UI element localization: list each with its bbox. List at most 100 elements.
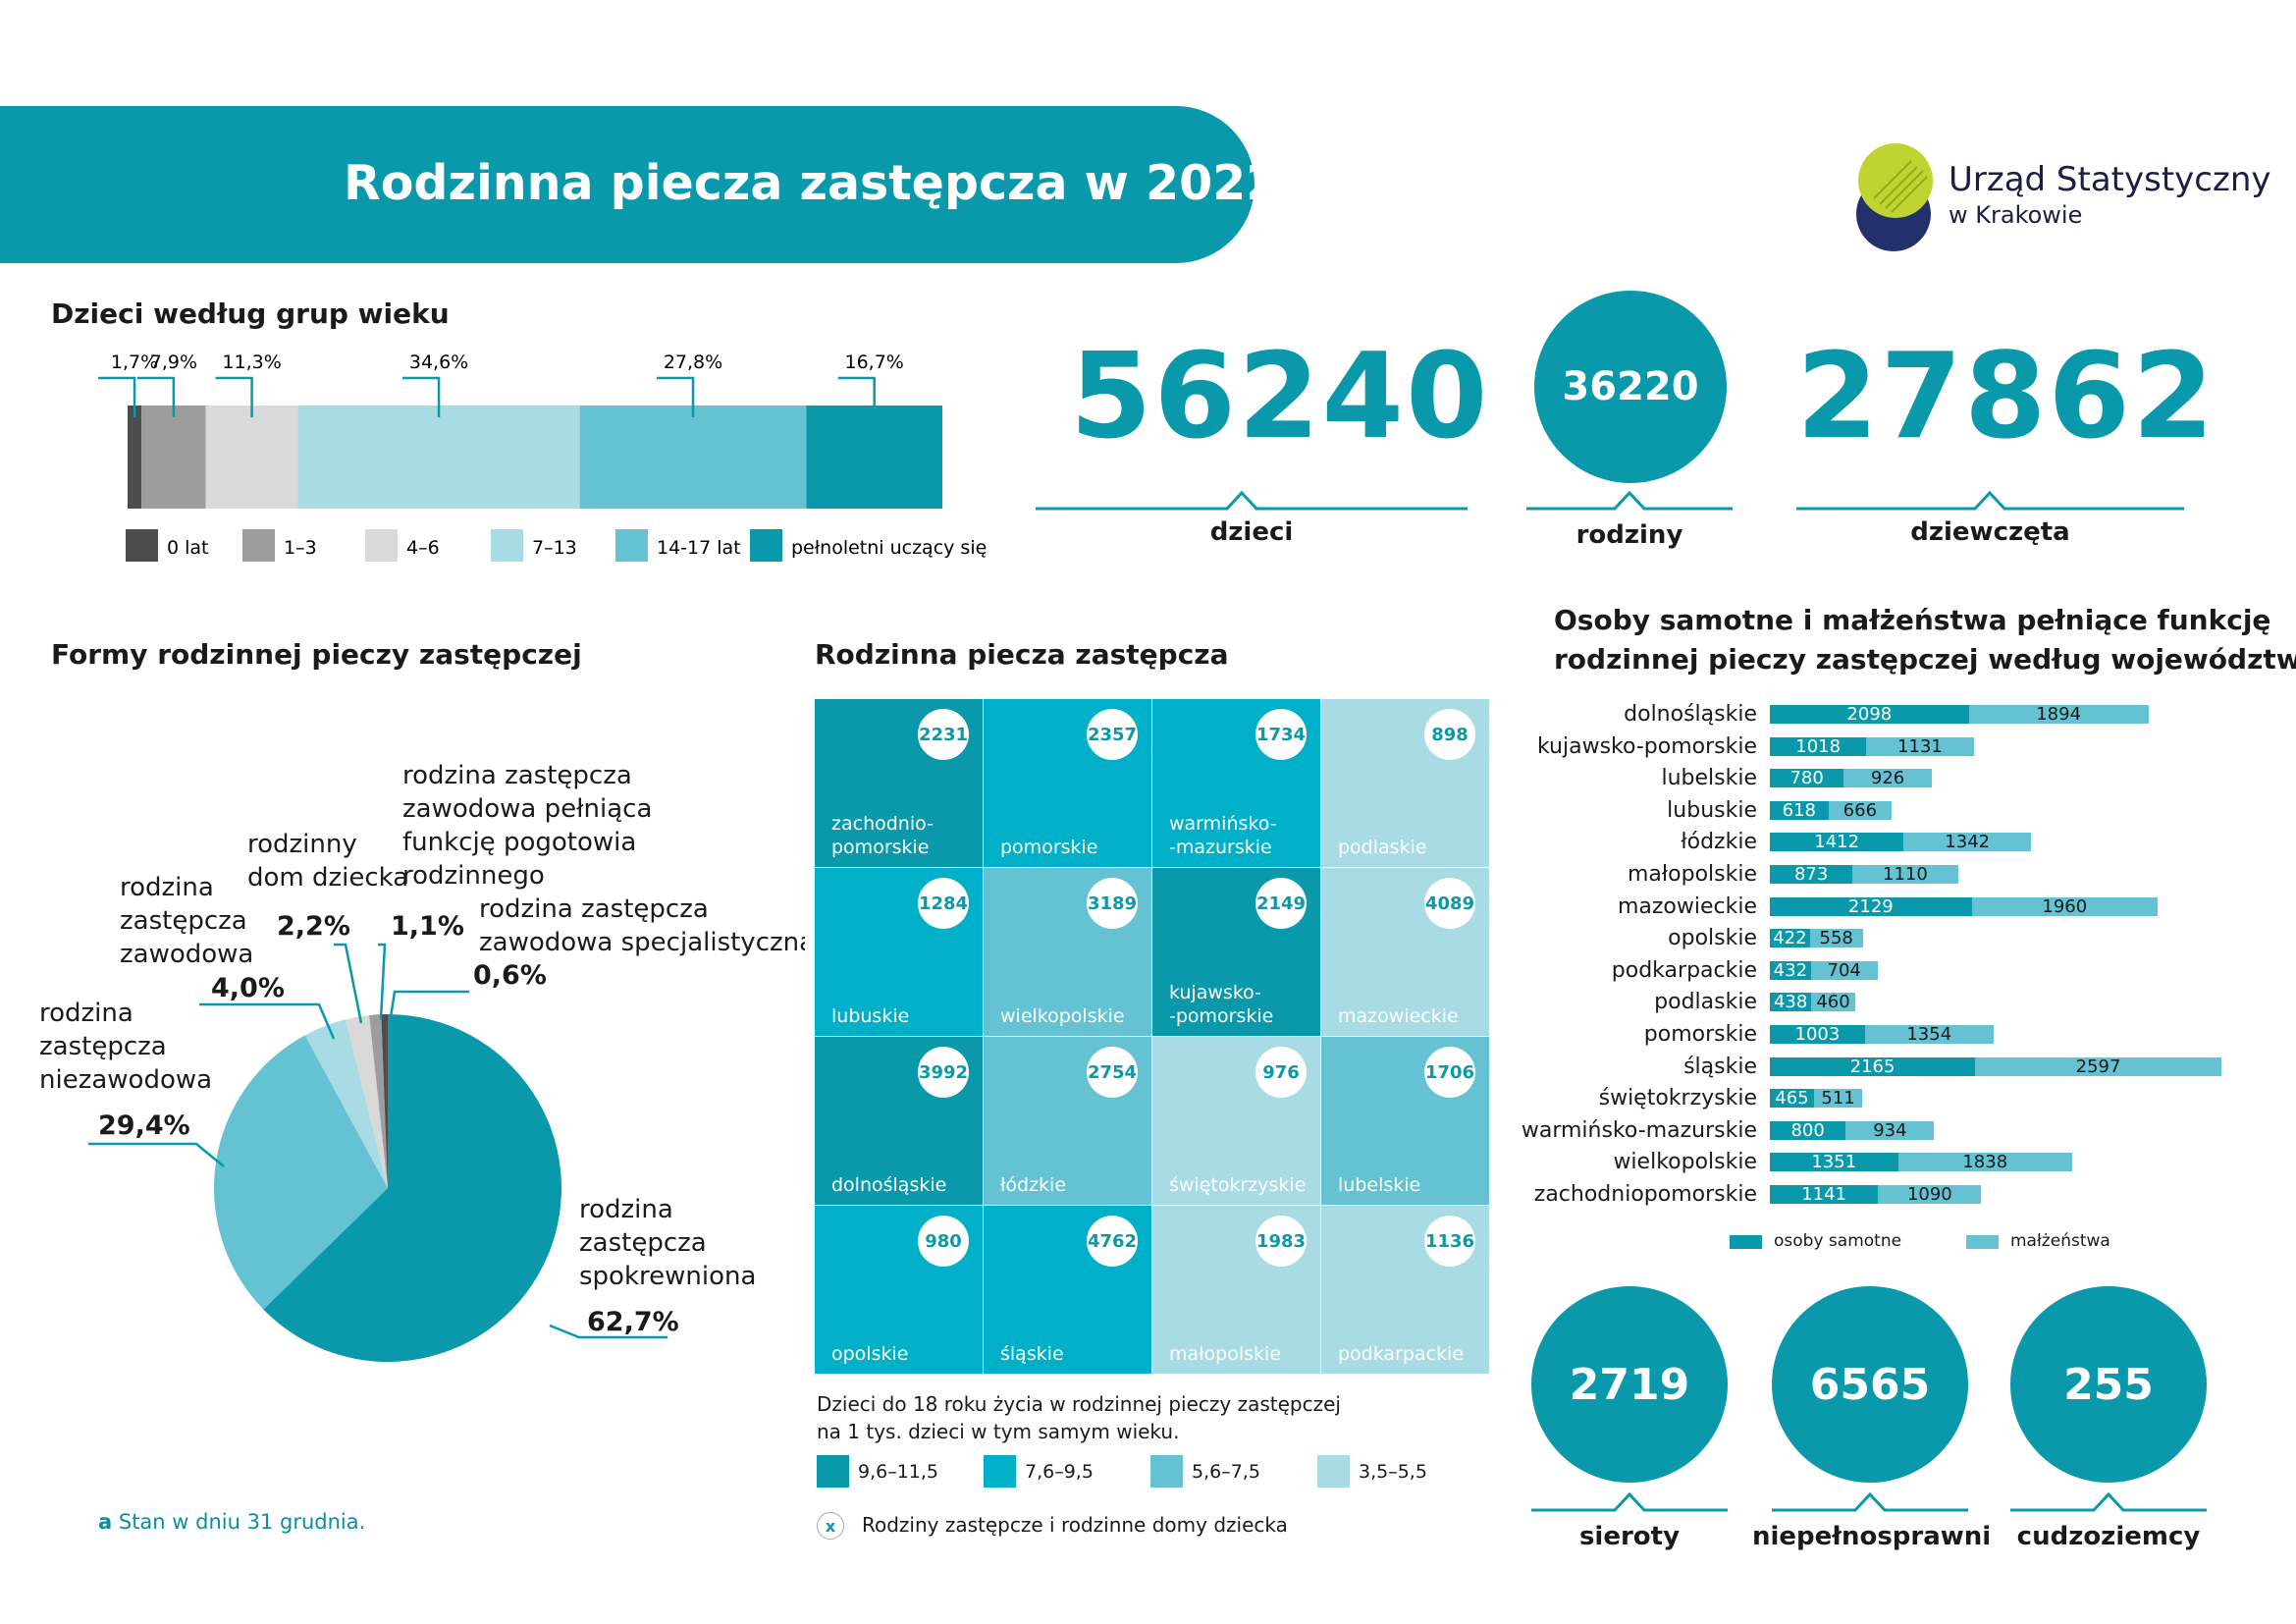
age-bar-segment bbox=[141, 406, 206, 509]
age-pct-label: 27,8% bbox=[664, 352, 722, 373]
tile-value: 898 bbox=[1424, 709, 1475, 760]
forms-chart-title: Formy rodzinnej pieczy zastępczej bbox=[51, 638, 582, 671]
tile-value: 2231 bbox=[918, 709, 969, 760]
tile-value: 3189 bbox=[1087, 878, 1138, 929]
single-persons-bar: 873 bbox=[1770, 865, 1853, 884]
married-couples-bar: 1960 bbox=[1971, 896, 2158, 916]
single-persons-bar: 2129 bbox=[1770, 896, 1972, 916]
logo-name: Urząd Statystyczny bbox=[1949, 160, 2271, 199]
region-label: lubuskie bbox=[1667, 797, 1757, 823]
forms-pie-chart: rodzina zastępcza spokrewniona 62,7% rodzina… bbox=[39, 761, 805, 1362]
region-label: łódzkie bbox=[1681, 830, 1757, 855]
age-pct-label: 1,7% bbox=[111, 352, 158, 373]
married-couples-bar: 460 bbox=[1811, 993, 1855, 1012]
tile-value: 1284 bbox=[918, 878, 969, 929]
pie-category-label: rodzinnego bbox=[402, 861, 545, 891]
tile-value: 1734 bbox=[1255, 709, 1307, 760]
age-legend-swatch bbox=[242, 529, 275, 562]
pie-label-leader bbox=[88, 1142, 225, 1167]
pie-slice bbox=[263, 1014, 561, 1362]
map-legend-swatch bbox=[817, 1455, 849, 1488]
logo-icon bbox=[1856, 143, 1933, 251]
children-label: dzieci bbox=[1209, 517, 1294, 547]
single-persons-bar: 438 bbox=[1770, 993, 1812, 1012]
pie-category-label: rodzina bbox=[120, 873, 214, 902]
region-label: warmińsko-mazurskie bbox=[1521, 1117, 1757, 1143]
marker-label: Rodziny zastępcze i rodzinne domy dzieck… bbox=[862, 1513, 1288, 1537]
pie-category-label: funkcję pogotowia bbox=[402, 828, 636, 857]
age-label-leader bbox=[215, 376, 253, 417]
married-couples-bar: 1838 bbox=[1897, 1153, 2073, 1172]
age-pct-label: 7,9% bbox=[150, 352, 197, 373]
age-pct-label: 11,3% bbox=[222, 352, 281, 373]
age-legend-label: 0 lat bbox=[167, 537, 209, 559]
voivodeship-tile: 1706 lubelskie bbox=[1321, 1037, 1489, 1205]
tile-name: małopolskie bbox=[1169, 1343, 1282, 1365]
tile-name: kujawsko- -pomorskie bbox=[1169, 982, 1274, 1027]
tile-name: pomorskie bbox=[1000, 837, 1098, 858]
age-chart-title: Dzieci według grup wieku bbox=[51, 298, 450, 330]
region-legend-swatch bbox=[1730, 1234, 1762, 1249]
foreigners-divider bbox=[2010, 1491, 2207, 1512]
pie-pct-label: 4,0% bbox=[211, 973, 285, 1003]
age-stacked-bar-chart: 1,7%7,9% 11,3% 34,6% 27,8% 16,7% 0 lat 1–3 4–6 7… bbox=[98, 352, 987, 562]
married-couples-bar: 1110 bbox=[1852, 865, 1958, 884]
voivodeship-tile: 1136 podkarpackie bbox=[1321, 1206, 1489, 1374]
region-label: pomorskie bbox=[1643, 1022, 1757, 1047]
pie-category-label: rodzina bbox=[579, 1195, 673, 1224]
married-couples-bar: 1090 bbox=[1878, 1185, 1982, 1204]
married-couples-bar: 704 bbox=[1810, 960, 1878, 980]
map-legend: 9,6–11,5 7,6–9,5 5,6–7,5 3,5–5,5 bbox=[817, 1455, 1504, 1490]
age-bar-segment bbox=[579, 406, 807, 509]
families-label: rodziny bbox=[1575, 520, 1683, 550]
logo-city: w Krakowie bbox=[1949, 201, 2083, 229]
disabled-circle: 6565 bbox=[1772, 1286, 1968, 1483]
map-legend-label: 5,6–7,5 bbox=[1192, 1461, 1260, 1483]
age-legend-label: 1–3 bbox=[284, 537, 317, 559]
voivodeship-tile: 2231 zachodnio- pomorskie bbox=[815, 699, 983, 867]
single-persons-bar: 618 bbox=[1770, 800, 1829, 820]
single-persons-bar: 1003 bbox=[1770, 1025, 1865, 1044]
pie-category-label: zastępcza bbox=[120, 906, 247, 936]
tile-value: 4089 bbox=[1424, 878, 1475, 929]
single-persons-bar: 800 bbox=[1770, 1120, 1846, 1140]
children-divider bbox=[1036, 490, 1468, 511]
pie-label-leader bbox=[549, 1324, 667, 1339]
married-couples-bar: 1354 bbox=[1864, 1025, 1994, 1044]
map-chart-title: Rodzinna piecza zastępcza bbox=[815, 638, 1229, 671]
pie-pct-label: 2,2% bbox=[277, 911, 350, 942]
single-persons-bar: 1412 bbox=[1770, 833, 1904, 852]
footnote: a Stan w dniu 31 grudnia. bbox=[98, 1510, 366, 1534]
tile-value: 3992 bbox=[918, 1047, 969, 1098]
tile-value: 2149 bbox=[1255, 878, 1307, 929]
age-bar-segment bbox=[205, 406, 298, 509]
map-legend-label: 7,6–9,5 bbox=[1025, 1461, 1094, 1483]
tile-value: 2357 bbox=[1087, 709, 1138, 760]
married-couples-bar: 934 bbox=[1845, 1120, 1935, 1140]
married-couples-bar: 926 bbox=[1843, 769, 1932, 788]
tile-name: lubuskie bbox=[831, 1005, 910, 1027]
map-legend-label: 9,6–11,5 bbox=[858, 1461, 939, 1483]
region-label: lubelskie bbox=[1661, 766, 1757, 791]
pie-label-leader bbox=[199, 1002, 336, 1040]
pie-pct-label: 62,7% bbox=[587, 1307, 679, 1337]
map-legend-label: 3,5–5,5 bbox=[1359, 1461, 1427, 1483]
pie-label-leader bbox=[334, 943, 363, 1024]
region-label: małopolskie bbox=[1627, 862, 1757, 887]
region-legend-swatch bbox=[1966, 1234, 1999, 1249]
pie-slice bbox=[346, 1015, 388, 1188]
pie-category-label: zawodowa pełniąca bbox=[402, 794, 652, 824]
girls-divider bbox=[1796, 490, 2184, 511]
pie-category-label: zastępcza bbox=[39, 1032, 167, 1061]
region-label: świętokrzyskie bbox=[1598, 1086, 1757, 1111]
map-legend-swatch bbox=[1150, 1455, 1183, 1488]
region-label: dolnośląskie bbox=[1624, 702, 1757, 727]
tile-name: świętokrzyskie bbox=[1169, 1174, 1307, 1196]
orphans-label: sieroty bbox=[1578, 1522, 1681, 1551]
age-bar-segment bbox=[128, 406, 142, 509]
age-legend-label: 14-17 lat bbox=[657, 537, 741, 559]
marker-icon: x bbox=[817, 1512, 844, 1540]
single-persons-bar: 780 bbox=[1770, 769, 1844, 788]
region-label: podkarpackie bbox=[1611, 957, 1757, 983]
pie-category-label: zastępcza bbox=[579, 1228, 707, 1258]
